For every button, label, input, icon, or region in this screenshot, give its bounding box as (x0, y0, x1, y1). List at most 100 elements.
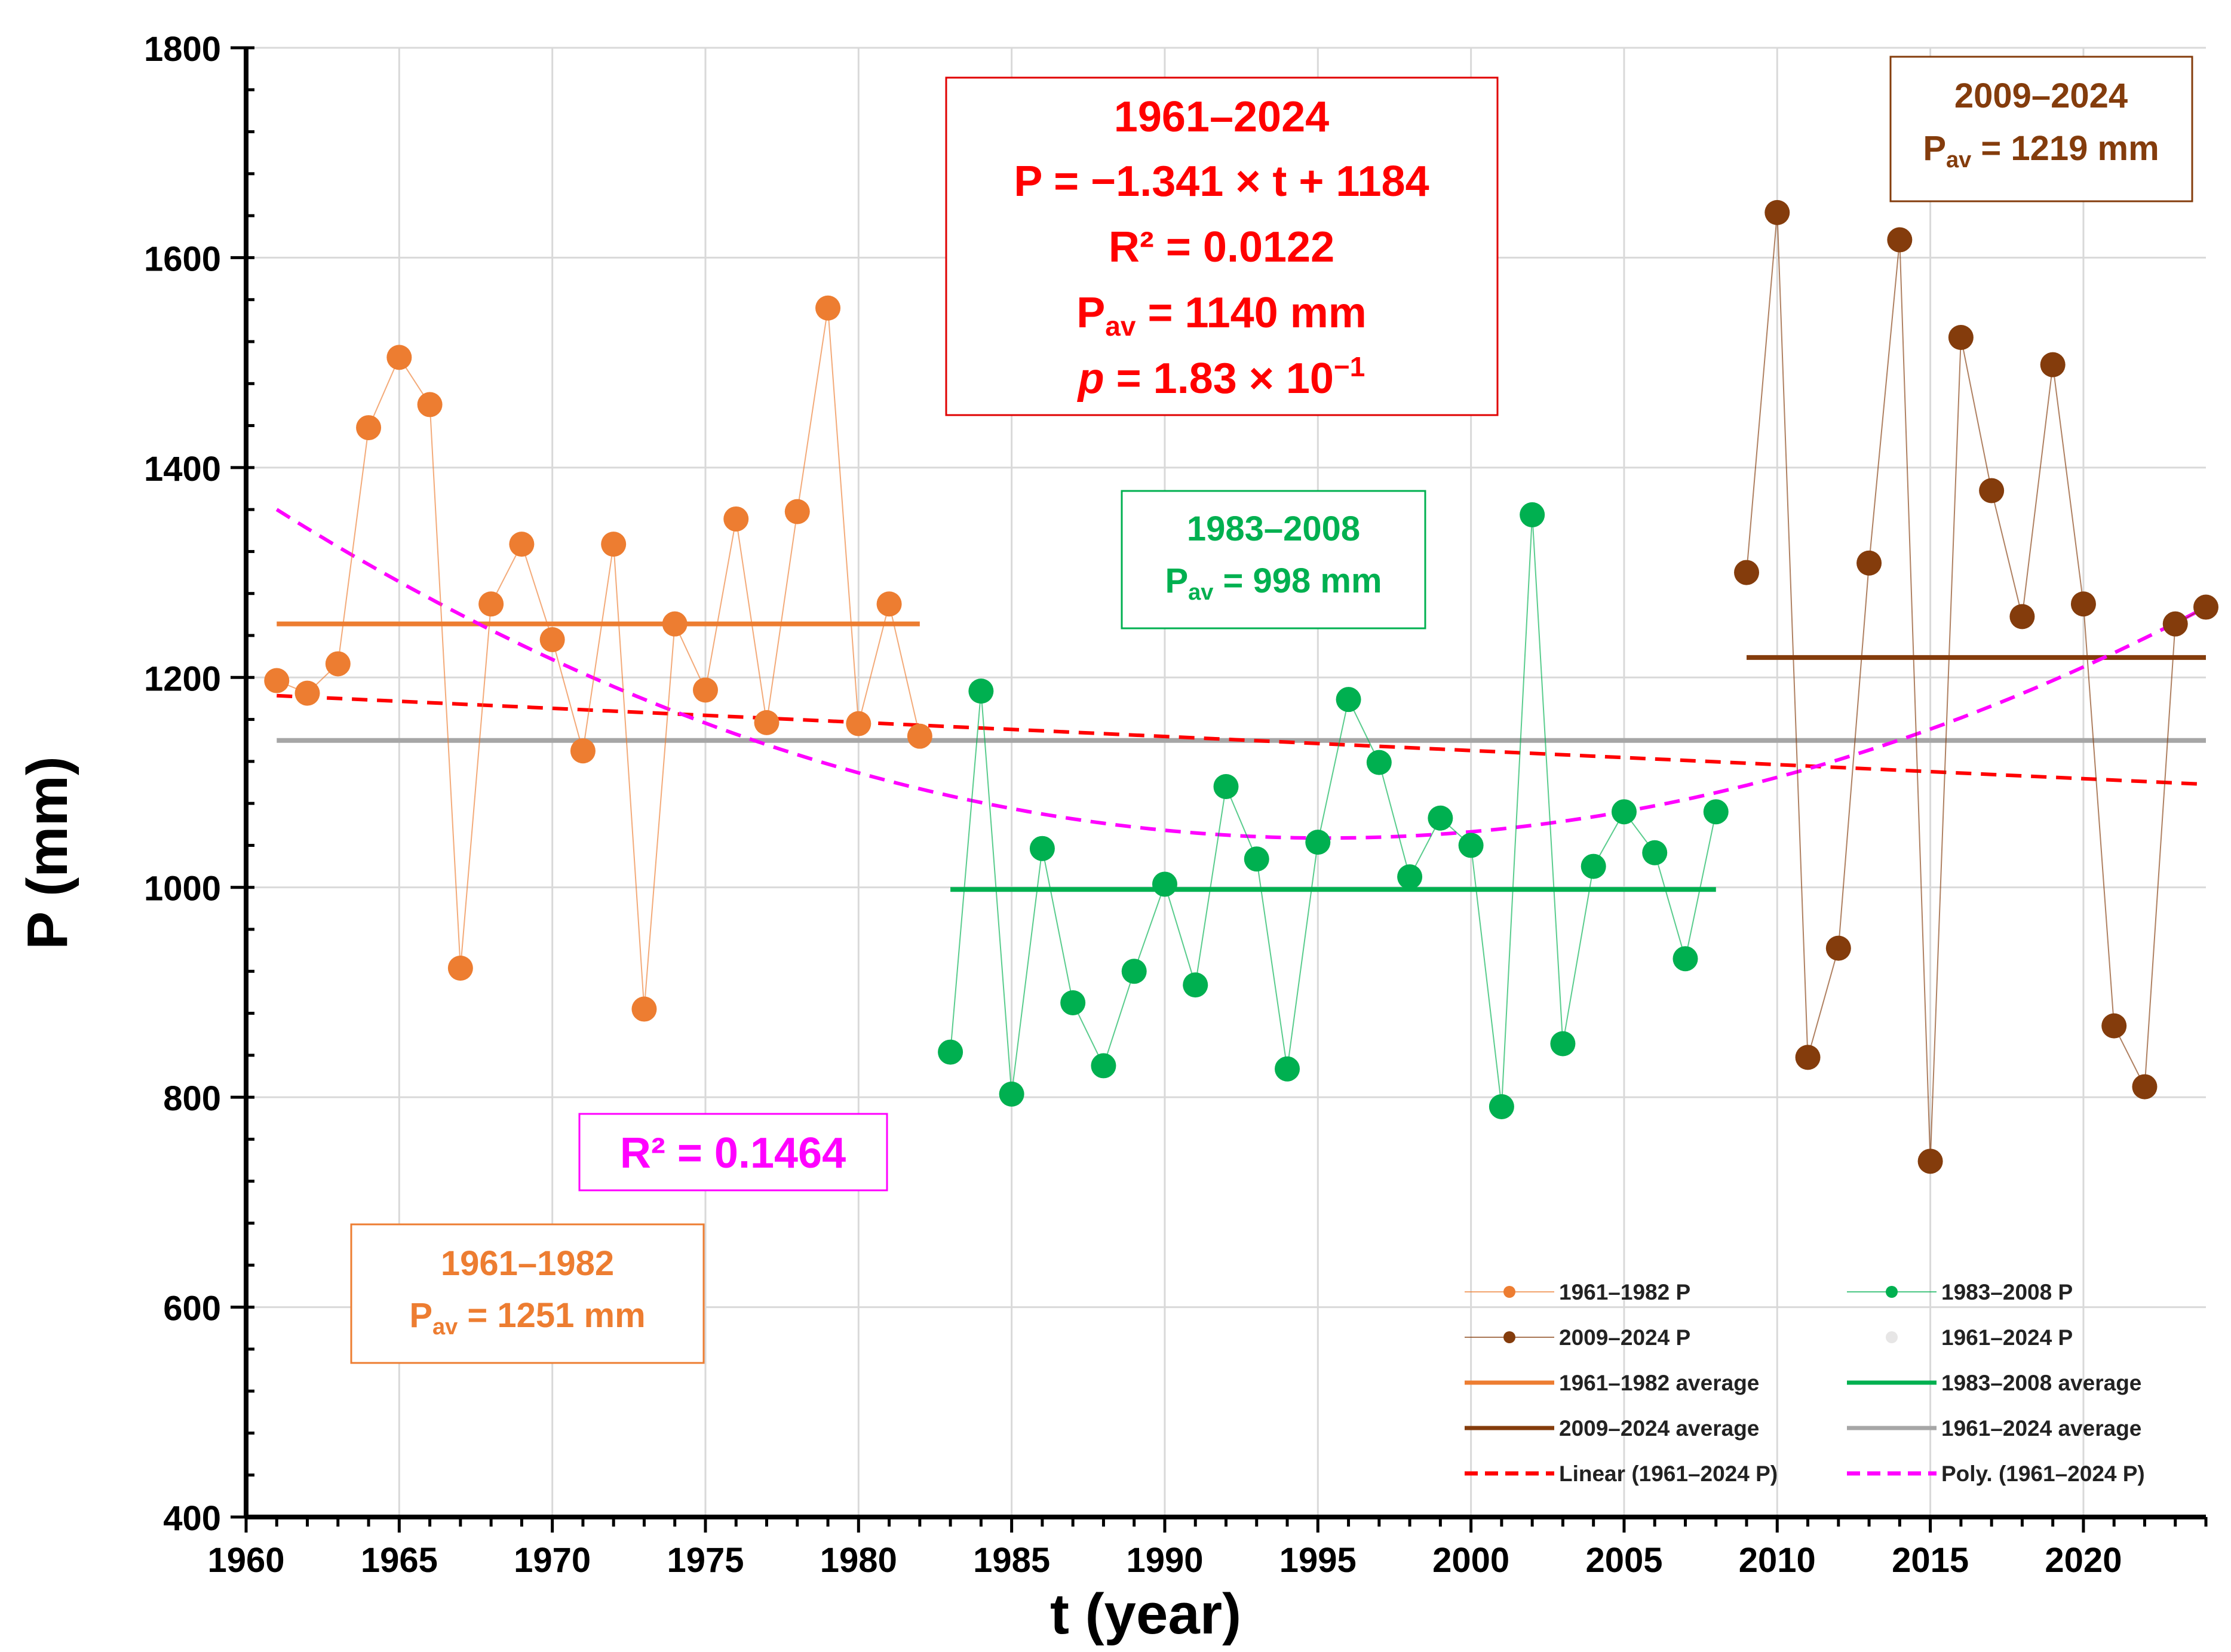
data-point (294, 680, 320, 706)
x-tick-label: 2015 (1892, 1541, 1969, 1580)
legend-label: Linear (1961–2024 P) (1559, 1461, 1778, 1486)
y-tick-label: 400 (163, 1499, 221, 1538)
data-point (938, 1039, 963, 1065)
data-point (1673, 946, 1698, 972)
data-point (1029, 836, 1055, 861)
data-point (1948, 324, 1974, 350)
polynomial-trend-line (275, 508, 2207, 840)
overall-equation-label: P = −1.341 × t + 1184 (1014, 158, 1429, 205)
data-point (2132, 1074, 2158, 1100)
data-point (784, 499, 810, 524)
data-point (1887, 227, 1913, 253)
overall-r2-label: R² = 0.0122 (1109, 223, 1334, 271)
data-point (876, 591, 902, 617)
trend-lines (275, 508, 2207, 892)
legend-item: 1983–2008 P (1847, 1280, 2073, 1304)
data-point (478, 591, 504, 617)
legend-label: 1983–2008 P (1941, 1280, 2073, 1304)
overall-period-label: 1961–2024 (1114, 93, 1329, 141)
y-tick-label: 1600 (144, 239, 221, 278)
legend-item: Linear (1961–2024 P) (1465, 1461, 1778, 1486)
data-point (2070, 591, 2096, 617)
data-point (968, 678, 994, 704)
data-point (1642, 840, 1668, 865)
data-point (1917, 1149, 1943, 1174)
data-point (1611, 799, 1637, 825)
data-point (723, 506, 749, 532)
data-point (509, 532, 535, 557)
legend-label: 1961–2024 P (1941, 1325, 2073, 1350)
series-connector-line (1746, 212, 2207, 1162)
data-point (1550, 1031, 1576, 1057)
legend-label: 1983–2008 average (1941, 1371, 2141, 1395)
y-tick-label: 1200 (144, 659, 221, 698)
data-point (539, 627, 565, 653)
x-tick-label: 1980 (820, 1541, 897, 1580)
legend-item: 1983–2008 average (1847, 1371, 2141, 1395)
data-point (2009, 604, 2035, 630)
data-series (264, 199, 2218, 1174)
y-tick-label: 1000 (144, 870, 221, 908)
x-tick-label: 2010 (1739, 1541, 1816, 1580)
legend-item: Poly. (1961–2024 P) (1847, 1461, 2145, 1486)
data-point (1979, 478, 2005, 503)
data-point (1275, 1056, 1300, 1082)
legend: 1961–1982 P 1983–2008 P 2009–2024 P 1961–20… (1465, 1280, 2145, 1486)
data-point (1121, 959, 1147, 984)
legend-label: 1961–1982 P (1559, 1280, 1690, 1304)
period3-label: 2009–2024 (1954, 76, 2128, 115)
y-axis-title: P (mm) (16, 756, 79, 950)
legend-item: 1961–2024 P (1886, 1325, 2073, 1350)
legend-marker-swatch (1503, 1331, 1515, 1343)
overall-average-label: Pav = 1140 mm (1076, 289, 1367, 342)
period1-label: 1961–1982 (441, 1244, 614, 1283)
legend-item: 2009–2024 P (1465, 1325, 1690, 1350)
x-tick-label: 1960 (207, 1541, 284, 1580)
period3-annotation: 2009–2024 Pav = 1219 mm (1889, 56, 2193, 202)
data-point (1428, 805, 1453, 831)
data-point (264, 668, 290, 693)
x-tick-label: 1995 (1279, 1541, 1357, 1580)
legend-item: 1961–1982 average (1465, 1371, 1759, 1395)
legend-item: 1961–1982 P (1465, 1280, 1690, 1304)
legend-label: Poly. (1961–2024 P) (1941, 1461, 2145, 1486)
x-axis-title: t (year) (1050, 1582, 1241, 1646)
data-point (1856, 550, 1882, 576)
data-point (2101, 1013, 2127, 1039)
y-tick-label: 800 (163, 1079, 221, 1118)
x-tick-label: 1965 (361, 1541, 438, 1580)
data-point (1060, 990, 1086, 1015)
linear-trend-line (277, 693, 2207, 787)
legend-label: 2009–2024 average (1559, 1416, 1759, 1441)
x-tick-label: 1990 (1126, 1541, 1203, 1580)
y-tick-label: 1800 (144, 30, 221, 69)
data-point (815, 295, 841, 321)
poly-r2-annotation: R² = 0.1464 (578, 1113, 888, 1192)
data-point (1489, 1094, 1514, 1119)
data-point (1581, 853, 1606, 879)
data-point (386, 345, 412, 370)
overall-trend-annotation: 1961–2024 P = −1.341 × t + 1184 R² = 0.0… (945, 76, 1499, 416)
period1-annotation: 1961–1982 Pav = 1251 mm (350, 1223, 705, 1364)
data-point (417, 392, 443, 417)
data-point (1152, 871, 1177, 897)
overall-p-value-label: p = 1.83 × 10−1 (1077, 351, 1365, 403)
poly-r2-label: R² = 0.1464 (620, 1129, 846, 1177)
series-connector-line (276, 308, 920, 1009)
period2-label: 1983–2008 (1187, 509, 1360, 548)
data-point (907, 723, 932, 749)
data-point (2193, 594, 2218, 620)
data-point (692, 677, 718, 703)
data-point (1305, 830, 1331, 855)
data-point (447, 956, 473, 981)
data-point (2162, 611, 2188, 637)
data-point (356, 415, 382, 441)
data-point (1183, 972, 1208, 998)
legend-label: 2009–2024 P (1559, 1325, 1690, 1350)
legend-item: 1961–2024 average (1847, 1416, 2141, 1441)
x-tick-label: 2005 (1585, 1541, 1662, 1580)
y-tick-label: 600 (163, 1289, 221, 1328)
data-point (601, 532, 627, 557)
data-point (1734, 560, 1760, 585)
